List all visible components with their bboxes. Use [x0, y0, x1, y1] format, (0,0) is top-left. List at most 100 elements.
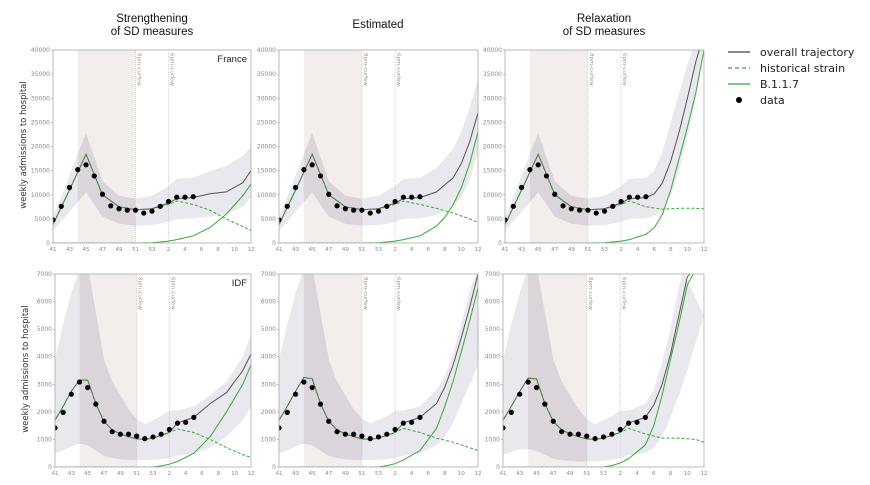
data-point — [174, 194, 180, 200]
series-b-1-1-7 — [503, 274, 694, 467]
data-point — [585, 207, 591, 213]
data-point — [53, 217, 56, 223]
x-tick-label: 41 — [50, 247, 57, 253]
data-point — [109, 429, 115, 435]
x-tick-label: 49 — [567, 471, 574, 477]
x-tick-label: 41 — [276, 247, 283, 253]
data-point — [279, 425, 282, 431]
y-tick-label: 1000 — [261, 436, 276, 443]
data-point — [292, 184, 299, 191]
data-point — [284, 203, 290, 209]
x-tick-label: 43 — [518, 247, 525, 253]
legend-label: data — [760, 93, 785, 107]
dot-marker-icon — [728, 96, 750, 104]
x-tick-label: 49 — [342, 247, 349, 253]
panel-idf-4: 8pm-curfew 6pm-curfew 0 1000 2000 3000 4000 500… — [261, 271, 482, 477]
y-tick-label: 5000 — [261, 216, 276, 223]
y-tick-label: 10000 — [31, 192, 50, 199]
data-point — [166, 426, 172, 433]
data-point — [409, 194, 415, 200]
y-tick-label: 35000 — [257, 71, 276, 78]
data-point — [342, 431, 348, 437]
data-point — [108, 203, 114, 209]
x-tick-label: 2 — [619, 247, 623, 253]
data-point — [301, 379, 307, 385]
x-tick-label: 51 — [584, 247, 591, 253]
legend-label: historical strain — [760, 61, 846, 75]
data-point — [634, 419, 640, 425]
data-point — [552, 191, 558, 197]
x-tick-label: 43 — [292, 247, 299, 253]
x-tick-label: 4 — [183, 247, 187, 253]
x-tick-label: 12 — [701, 247, 708, 253]
data-point — [124, 207, 130, 213]
y-tick-label: 0 — [46, 240, 50, 247]
panel-france-2: 8pm-curfew 6pm-curfew 0 5000 10000 15000 20000… — [483, 47, 708, 253]
data-point — [317, 173, 324, 179]
data-point — [601, 208, 608, 214]
data-point — [617, 426, 623, 433]
curfew-label: 8pm-curfew — [137, 277, 143, 310]
y-tick-label: 10000 — [257, 192, 276, 199]
y-tick-label: 0 — [272, 464, 276, 471]
y-tick-label: 7000 — [485, 271, 500, 278]
data-point — [284, 409, 290, 416]
x-tick-label: 45 — [84, 471, 91, 477]
data-point — [560, 203, 566, 209]
data-point — [301, 167, 307, 173]
x-tick-label: 41 — [500, 471, 507, 477]
data-point — [68, 391, 74, 397]
data-point — [66, 184, 73, 191]
x-tick-label: 2 — [168, 471, 172, 477]
x-tick-label: 49 — [117, 471, 124, 477]
uncertainty-band-lockdown — [528, 274, 587, 462]
data-point — [83, 162, 89, 168]
x-tick-label: 49 — [116, 247, 123, 253]
data-point — [567, 431, 573, 437]
data-point — [626, 194, 632, 200]
x-tick-label: 51 — [133, 471, 140, 477]
data-point — [158, 431, 164, 437]
x-tick-label: 8 — [669, 471, 673, 477]
curfew-label: 6pm-curfew — [169, 53, 175, 86]
y-tick-label: 15000 — [31, 168, 50, 175]
x-tick-label: 8 — [669, 247, 673, 253]
region-label: IDF — [232, 278, 248, 289]
series-b-1-1-7 — [279, 287, 478, 467]
y-tick-label: 30000 — [31, 95, 50, 102]
x-tick-label: 43 — [66, 247, 73, 253]
data-point — [60, 409, 66, 416]
x-tick-label: 12 — [475, 247, 482, 253]
legend-label: B.1.1.7 — [760, 77, 800, 91]
x-tick-label: 51 — [358, 471, 365, 477]
data-point — [55, 425, 58, 431]
y-tick-label: 25000 — [31, 119, 50, 126]
y-tick-label: 30000 — [257, 95, 276, 102]
y-tick-label: 10000 — [483, 192, 502, 199]
x-tick-label: 4 — [184, 471, 188, 477]
x-tick-label: 4 — [636, 247, 640, 253]
x-tick-label: 4 — [410, 471, 414, 477]
x-tick-label: 10 — [458, 247, 465, 253]
x-tick-label: 6 — [200, 471, 204, 477]
x-tick-label: 43 — [516, 471, 523, 477]
data-point — [309, 384, 315, 391]
y-tick-label: 15000 — [257, 168, 276, 175]
series-historical-strain — [279, 376, 478, 451]
y-tick-label: 25000 — [257, 119, 276, 126]
x-tick-label: 4 — [635, 471, 639, 477]
data-point — [550, 418, 556, 424]
data-point — [91, 173, 97, 179]
data-point — [643, 194, 649, 200]
region-label: France — [217, 54, 247, 65]
data-point — [593, 210, 599, 216]
column-title-relaxation: Relaxation of SD measures — [562, 13, 646, 38]
data-point — [542, 401, 548, 407]
y-tick-label: 4000 — [37, 354, 52, 361]
data-point — [505, 217, 508, 223]
green-line-swatch-icon — [728, 82, 750, 86]
data-point — [527, 167, 533, 173]
curfew-label: 6pm-curfew — [621, 53, 627, 86]
series-historical-strain — [55, 379, 251, 458]
